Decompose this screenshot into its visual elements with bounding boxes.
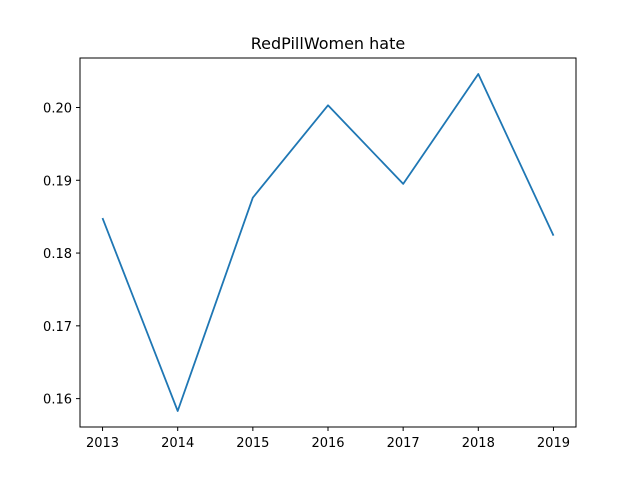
y-tick-label: 0.18 — [43, 247, 72, 262]
x-tick-label: 2014 — [161, 436, 194, 451]
x-tick-label: 2015 — [236, 436, 269, 451]
x-tick-label: 2018 — [462, 436, 495, 451]
y-tick-label: 0.20 — [43, 101, 72, 116]
y-tick-label: 0.19 — [43, 174, 72, 189]
x-tick-label: 2013 — [86, 436, 119, 451]
chart-title: RedPillWomen hate — [251, 34, 405, 53]
plot-area-frame — [79, 57, 577, 428]
y-axis: 0.16 0.17 0.18 0.19 0.20 — [43, 101, 80, 408]
y-tick-label: 0.16 — [43, 393, 72, 408]
x-tick-label: 2016 — [311, 436, 344, 451]
x-axis: 2013 2014 2015 2016 2017 2018 2019 — [86, 427, 570, 451]
y-tick-label: 0.17 — [43, 320, 72, 335]
x-tick-label: 2017 — [387, 436, 420, 451]
plot-series — [101, 73, 555, 412]
series-line — [101, 73, 555, 412]
x-tick-label: 2019 — [537, 436, 570, 451]
